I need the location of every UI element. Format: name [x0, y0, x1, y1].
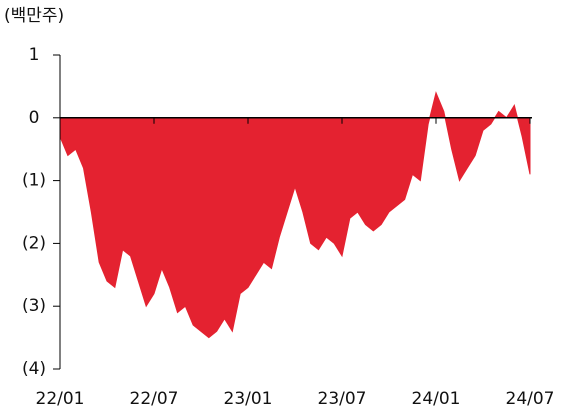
y-tick-label: (3): [22, 296, 46, 316]
y-tick-label: (1): [22, 171, 46, 191]
x-tick-label: 22/07: [130, 389, 179, 409]
y-tick-label: 1: [29, 45, 40, 65]
x-tick-label: 24/07: [506, 389, 555, 409]
x-tick-label: 23/01: [224, 389, 273, 409]
x-tick-label: 23/07: [318, 389, 367, 409]
area: [59, 91, 531, 339]
x-tick-label: 24/01: [412, 389, 461, 409]
y-tick-label: (4): [22, 359, 46, 379]
x-tick-label: 22/01: [36, 389, 85, 409]
unit-label: (백만주): [4, 6, 64, 26]
y-tick-label: (2): [22, 233, 46, 253]
y-tick-label: 0: [29, 108, 40, 128]
